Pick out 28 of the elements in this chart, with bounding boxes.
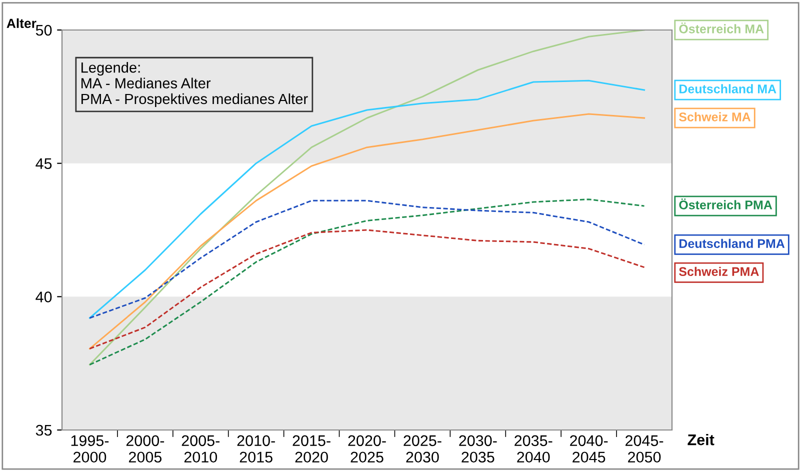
x-tick-label: 2015- 2020 [292,435,330,463]
text: Deutschland MA [679,84,776,94]
y-tick-label: 45 [36,158,52,170]
x-tick-label: 1995- 2000 [71,435,109,463]
x-axis-title: Zeit [688,434,714,446]
line-series [88,229,646,350]
line-series [88,198,646,366]
x-tick-label: 2025- 2030 [404,435,442,463]
text: Österreich MA [679,22,764,34]
line-series [88,200,646,319]
x-tick-label: 2035- 2040 [514,435,552,463]
annotation: Legende: MA - Medianes Alter PMA - Prospektives medianes Alter [81,62,308,108]
x-tick-label: 2040- 2045 [570,435,608,463]
text: Schweiz MA [679,112,751,122]
y-tick-label: 40 [36,292,52,302]
text: Österreich PMA [679,198,772,210]
text: Deutschland PMA [679,238,785,248]
x-tick-label: 2020- 2025 [348,435,386,463]
y-tick-label: 35 [36,424,52,436]
y-axis-title: Alter [6,18,36,28]
x-tick-label: 2010- 2015 [237,435,275,463]
line-series [88,113,646,350]
x-tick-label: 2000- 2005 [126,435,164,463]
x-tick-label: 2030- 2035 [459,435,497,463]
x-tick-label: 2045- 2050 [626,435,664,463]
x-tick-label: 2005- 2010 [182,435,220,463]
y-tick-label: 50 [36,24,52,36]
text: Schweiz PMA [679,266,759,276]
